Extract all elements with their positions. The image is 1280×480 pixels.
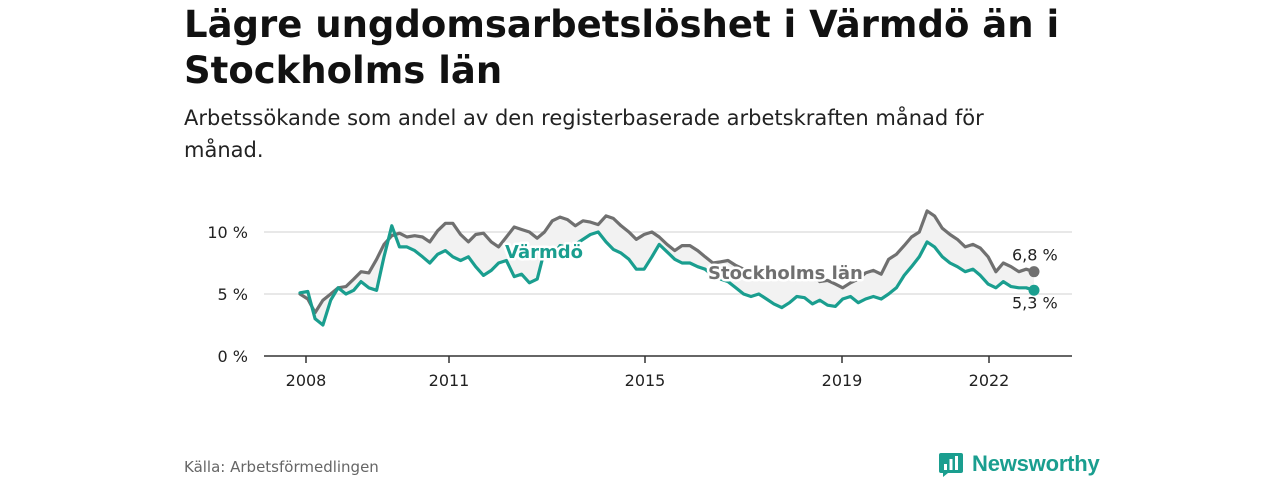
series-lines: [298, 209, 1040, 327]
y-tick-label: 10 %: [207, 223, 248, 242]
series-end-dot: [1028, 284, 1040, 296]
newsworthy-logo-icon: [939, 453, 963, 477]
x-tick-label: 2015: [625, 371, 666, 390]
chart-subtitle: Arbetssökande som andel av den registerb…: [184, 106, 984, 162]
series-end-dot: [1028, 266, 1040, 278]
x-axis: 2008 2011 2015 2019 2022: [264, 355, 1072, 390]
brand-name: Newsworthy: [972, 451, 1100, 476]
chart-title: Lägre ungdomsarbetslöshet i Värmdö än i …: [184, 3, 1060, 92]
series-line-stockholms-lan: [298, 209, 1036, 315]
x-tick-label: 2011: [429, 371, 470, 390]
gap-area: [300, 210, 1034, 325]
y-tick-label: 0 %: [218, 347, 248, 366]
series-end-label: 5,3 %: [1012, 293, 1058, 312]
x-tick-label: 2008: [286, 371, 327, 390]
series-end-label: 6,8 %: [1012, 246, 1058, 265]
y-axis: 0 % 5 % 10 %: [207, 223, 248, 366]
brand: Newsworthy: [938, 450, 1100, 478]
series-label-stockholms-lan-text: Stockholms län: [708, 263, 863, 284]
source-note: Källa: Arbetsförmedlingen: [184, 458, 379, 476]
series-label-varmdo-text: Värmdö: [505, 242, 583, 263]
y-tick-label: 5 %: [218, 285, 248, 304]
x-tick-label: 2022: [969, 371, 1010, 390]
series-label-stockholms-lan-halo: Stockholms län: [708, 263, 863, 284]
series-line-varmdo: [298, 224, 1036, 327]
series-label-varmdo-halo: Värmdö: [505, 242, 583, 263]
x-tick-label: 2019: [822, 371, 863, 390]
